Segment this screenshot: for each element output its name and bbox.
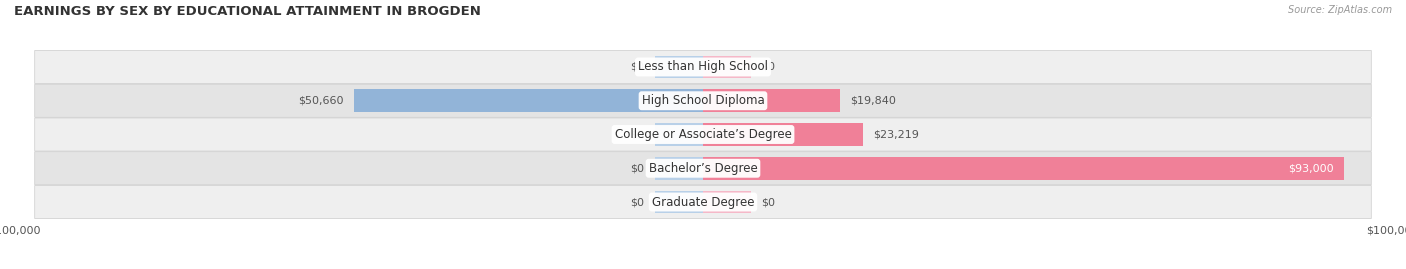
Text: Bachelor’s Degree: Bachelor’s Degree	[648, 162, 758, 175]
Text: $0: $0	[630, 129, 644, 140]
Text: $0: $0	[762, 62, 776, 72]
Text: $0: $0	[762, 197, 776, 207]
Text: $19,840: $19,840	[851, 96, 896, 106]
Text: $0: $0	[630, 62, 644, 72]
Bar	[655, 123, 703, 146]
Text: $93,000: $93,000	[1288, 163, 1333, 173]
Bar	[703, 55, 751, 79]
Text: Less than High School: Less than High School	[638, 61, 768, 73]
Bar	[354, 89, 703, 112]
Bar	[655, 157, 703, 180]
FancyBboxPatch shape	[35, 185, 1371, 218]
FancyBboxPatch shape	[35, 51, 1371, 84]
Bar	[703, 123, 863, 146]
Text: High School Diploma: High School Diploma	[641, 94, 765, 107]
Bar	[655, 190, 703, 214]
Text: $0: $0	[630, 197, 644, 207]
Text: EARNINGS BY SEX BY EDUCATIONAL ATTAINMENT IN BROGDEN: EARNINGS BY SEX BY EDUCATIONAL ATTAINMEN…	[14, 5, 481, 18]
FancyBboxPatch shape	[35, 152, 1371, 185]
FancyBboxPatch shape	[35, 84, 1371, 117]
Bar	[703, 89, 839, 112]
FancyBboxPatch shape	[35, 118, 1371, 151]
Text: Source: ZipAtlas.com: Source: ZipAtlas.com	[1288, 5, 1392, 15]
Text: College or Associate’s Degree: College or Associate’s Degree	[614, 128, 792, 141]
Text: $0: $0	[630, 163, 644, 173]
Text: Graduate Degree: Graduate Degree	[652, 196, 754, 208]
Text: $50,660: $50,660	[298, 96, 343, 106]
Bar	[655, 55, 703, 79]
Bar	[703, 157, 1344, 180]
Text: $23,219: $23,219	[873, 129, 920, 140]
Bar	[703, 190, 751, 214]
